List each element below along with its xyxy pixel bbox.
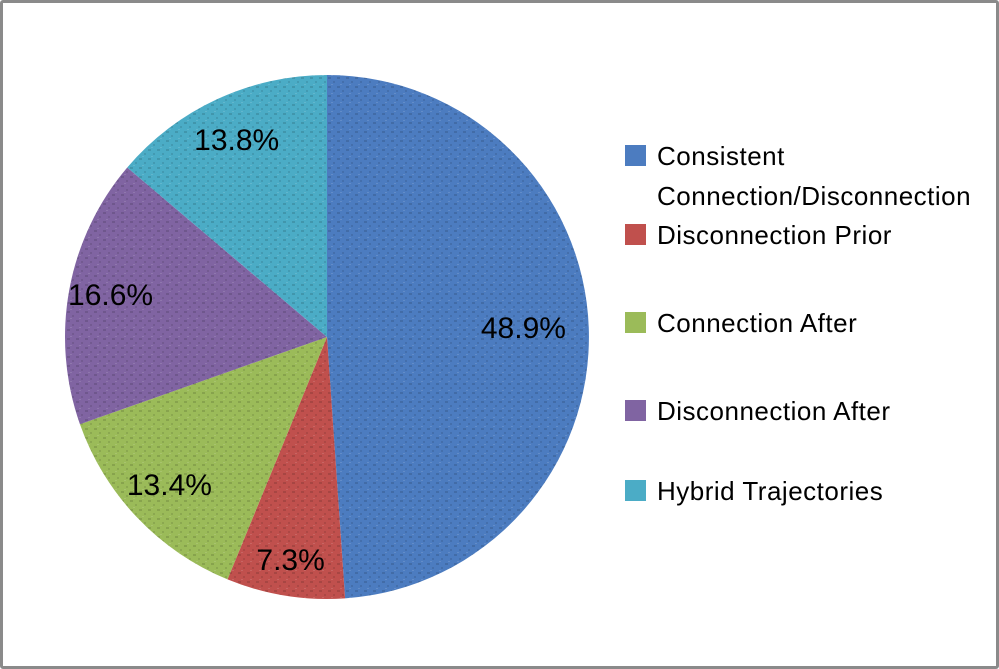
slice-label-4: 13.8% [194, 124, 279, 157]
legend-label: Connection After [657, 308, 858, 338]
legend-label: Disconnection Prior [657, 220, 892, 250]
legend-swatch-connection-after [625, 312, 646, 333]
legend-label: Hybrid Trajectories [657, 476, 884, 506]
slice-label-0: 48.9% [481, 312, 566, 345]
chart-legend: Consistent Connection/Disconnection Disc… [625, 3, 990, 666]
legend-swatch-consistent-connection-disconnection [625, 145, 646, 166]
legend-item-disconnection-after: Disconnection After [625, 391, 891, 431]
legend-item-consistent-connection-disconnection: Consistent Connection/Disconnection [625, 136, 990, 216]
slice-label-1: 7.3% [256, 544, 324, 577]
legend-swatch-disconnection-after [625, 400, 646, 421]
legend-item-connection-after: Connection After [625, 303, 857, 343]
legend-swatch-disconnection-prior [625, 224, 646, 245]
legend-swatch-hybrid-trajectories [625, 480, 646, 501]
slice-label-2: 13.4% [127, 469, 212, 502]
legend-label: Disconnection After [657, 396, 891, 426]
slice-label-3: 16.6% [68, 279, 153, 312]
pie-slice-labels: 48.9% 7.3% 13.4% 16.6% 13.8% [68, 124, 566, 577]
legend-item-disconnection-prior: Disconnection Prior [625, 215, 892, 255]
legend-label: Consistent Connection/Disconnection [657, 141, 972, 211]
legend-item-hybrid-trajectories: Hybrid Trajectories [625, 471, 883, 511]
